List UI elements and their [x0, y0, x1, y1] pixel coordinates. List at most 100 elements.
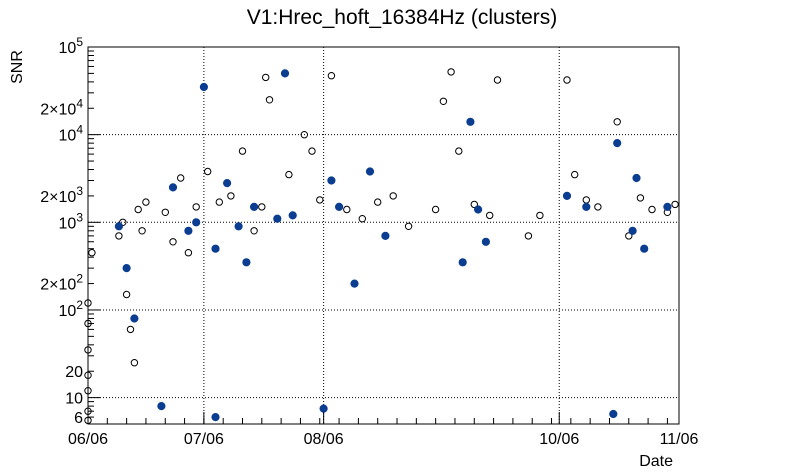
x-tick-label: 10/06 — [539, 431, 579, 448]
grid-lines — [88, 47, 679, 424]
data-point-open — [343, 205, 351, 214]
data-point-open — [300, 131, 308, 139]
data-point-open — [327, 72, 336, 80]
y-tick-label: 2×102 — [40, 272, 83, 294]
data-points — [84, 68, 679, 425]
data-point-filled — [628, 226, 637, 235]
data-point-filled — [458, 258, 467, 267]
data-point-open — [582, 196, 590, 204]
data-point-open — [536, 211, 544, 220]
data-point-open — [238, 147, 247, 155]
data-point-open — [169, 238, 177, 246]
data-point-filled — [211, 244, 220, 253]
data-point-open — [486, 211, 494, 220]
data-point-open — [84, 299, 92, 307]
y-tick-label: 103 — [59, 210, 84, 232]
data-point-open — [88, 249, 96, 257]
data-point-filled — [114, 222, 124, 231]
data-point-open — [192, 203, 200, 211]
data-point-open — [130, 359, 139, 367]
data-point-filled — [335, 202, 344, 211]
data-point-open — [648, 205, 656, 214]
data-point-filled — [242, 258, 251, 267]
axes: 6 10 20 102 2×102 103 2×103 104 2×104 105 06/06 07/… — [40, 35, 698, 448]
data-point-open — [134, 205, 142, 214]
data-point-open — [374, 198, 382, 206]
chart-title: V1:Hrec_hoft_16384Hz (clusters) — [247, 6, 557, 29]
data-point-filled — [640, 244, 649, 253]
y-tick-label: 2×103 — [40, 184, 83, 206]
data-point-filled — [288, 211, 297, 220]
data-point-filled — [250, 202, 259, 211]
data-point-filled — [327, 176, 336, 185]
data-point-open — [470, 200, 478, 209]
data-point-open — [613, 118, 621, 126]
data-point-open — [439, 97, 448, 106]
data-point-filled — [381, 231, 390, 240]
data-point-filled — [582, 202, 591, 211]
data-point-filled — [234, 222, 243, 231]
data-point-filled — [122, 264, 131, 273]
data-point-filled — [663, 202, 672, 211]
data-point-open — [115, 232, 123, 240]
data-point-filled — [199, 82, 208, 92]
y-tick-label: 102 — [59, 298, 84, 320]
data-point-open — [84, 387, 92, 395]
data-point-open — [404, 222, 413, 231]
data-point-filled — [130, 314, 139, 323]
data-point-open — [177, 174, 185, 182]
y-tick-label: 2×104 — [40, 96, 83, 118]
data-point-open — [571, 170, 579, 179]
data-point-open — [316, 196, 324, 204]
data-point-open — [262, 73, 270, 82]
data-point-open — [84, 346, 92, 354]
data-point-open — [126, 325, 135, 334]
data-point-open — [161, 208, 170, 217]
data-point-filled — [280, 69, 290, 78]
x-tick-label: 06/06 — [68, 431, 108, 448]
y-tick-label: 10 — [65, 391, 83, 408]
data-point-filled — [609, 409, 618, 419]
data-point-filled — [481, 237, 490, 246]
data-point-filled — [157, 402, 166, 411]
y-tick-label: 20 — [65, 364, 83, 381]
data-point-filled — [562, 191, 572, 200]
data-point-filled — [474, 205, 483, 214]
data-point-open — [227, 192, 235, 200]
data-point-open — [625, 232, 633, 240]
data-point-open — [138, 227, 146, 235]
data-point-filled — [168, 183, 178, 192]
data-point-open — [563, 76, 571, 84]
data-point-open — [447, 68, 455, 76]
x-tick-label: 08/06 — [304, 431, 344, 448]
y-tick-label: 6 — [74, 410, 83, 427]
y-axis-label: SNR — [9, 50, 26, 84]
data-point-open — [204, 167, 212, 176]
data-point-filled — [613, 139, 622, 148]
data-point-open — [308, 147, 316, 155]
x-tick-label: 07/06 — [184, 431, 224, 448]
data-point-open — [285, 170, 293, 179]
data-point-filled — [273, 214, 282, 223]
x-axis-label: Date — [639, 453, 673, 470]
y-tick-label: 104 — [59, 123, 84, 145]
y-tick-label: 105 — [59, 35, 84, 57]
data-point-open — [493, 76, 502, 84]
data-point-filled — [319, 404, 328, 413]
x-tick-label: 11/06 — [660, 431, 699, 448]
data-point-open — [455, 147, 463, 155]
data-point-filled — [466, 117, 475, 126]
data-point-filled — [184, 226, 193, 235]
data-point-filled — [211, 413, 220, 422]
data-point-open — [594, 203, 602, 211]
data-point-open — [142, 198, 150, 206]
data-point-open — [636, 194, 645, 202]
data-point-filled — [350, 279, 359, 288]
data-point-filled — [365, 167, 375, 176]
data-point-open — [122, 290, 131, 299]
data-point-open — [524, 232, 533, 240]
data-point-open — [250, 227, 258, 235]
data-point-filled — [632, 173, 641, 183]
data-point-open — [671, 200, 679, 209]
